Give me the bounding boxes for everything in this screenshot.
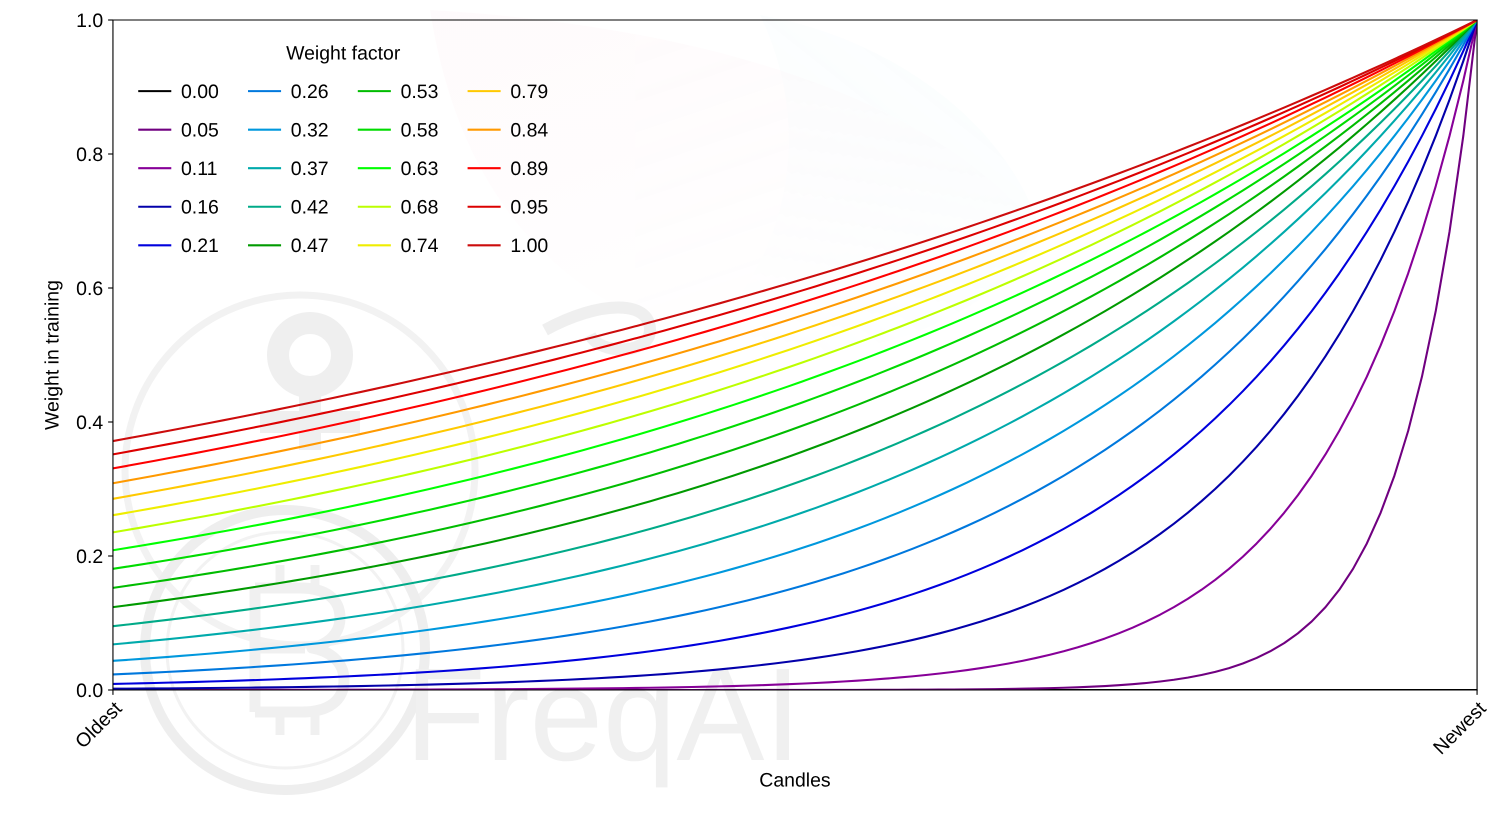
svg-text:0.00: 0.00 xyxy=(181,80,219,102)
svg-text:Candles: Candles xyxy=(759,768,830,790)
svg-text:1.0: 1.0 xyxy=(76,9,103,31)
svg-text:Weight factor: Weight factor xyxy=(286,41,401,63)
svg-text:0.0: 0.0 xyxy=(76,679,103,701)
svg-text:Newest: Newest xyxy=(1428,697,1490,759)
svg-text:Weight in training: Weight in training xyxy=(40,280,62,430)
svg-text:0.79: 0.79 xyxy=(510,80,548,102)
svg-text:Oldest: Oldest xyxy=(70,697,126,753)
svg-text:0.6: 0.6 xyxy=(76,277,103,299)
svg-text:0.16: 0.16 xyxy=(181,195,219,217)
svg-text:0.26: 0.26 xyxy=(291,80,329,102)
svg-text:0.32: 0.32 xyxy=(291,118,329,140)
svg-text:0.4: 0.4 xyxy=(76,411,103,433)
svg-text:1.00: 1.00 xyxy=(510,234,548,256)
svg-text:0.8: 0.8 xyxy=(76,143,103,165)
svg-text:0.53: 0.53 xyxy=(401,80,439,102)
svg-text:0.21: 0.21 xyxy=(181,234,219,256)
svg-text:0.11: 0.11 xyxy=(181,157,218,179)
svg-text:0.74: 0.74 xyxy=(401,234,439,256)
svg-text:0.2: 0.2 xyxy=(76,545,103,567)
svg-text:0.37: 0.37 xyxy=(291,157,329,179)
svg-text:0.05: 0.05 xyxy=(181,118,219,140)
svg-text:0.42: 0.42 xyxy=(291,195,329,217)
svg-text:0.95: 0.95 xyxy=(510,195,548,217)
svg-text:0.89: 0.89 xyxy=(510,157,548,179)
svg-text:0.58: 0.58 xyxy=(401,118,439,140)
svg-text:0.63: 0.63 xyxy=(401,157,439,179)
svg-text:0.47: 0.47 xyxy=(291,234,329,256)
svg-text:0.68: 0.68 xyxy=(401,195,439,217)
svg-text:0.84: 0.84 xyxy=(510,118,548,140)
